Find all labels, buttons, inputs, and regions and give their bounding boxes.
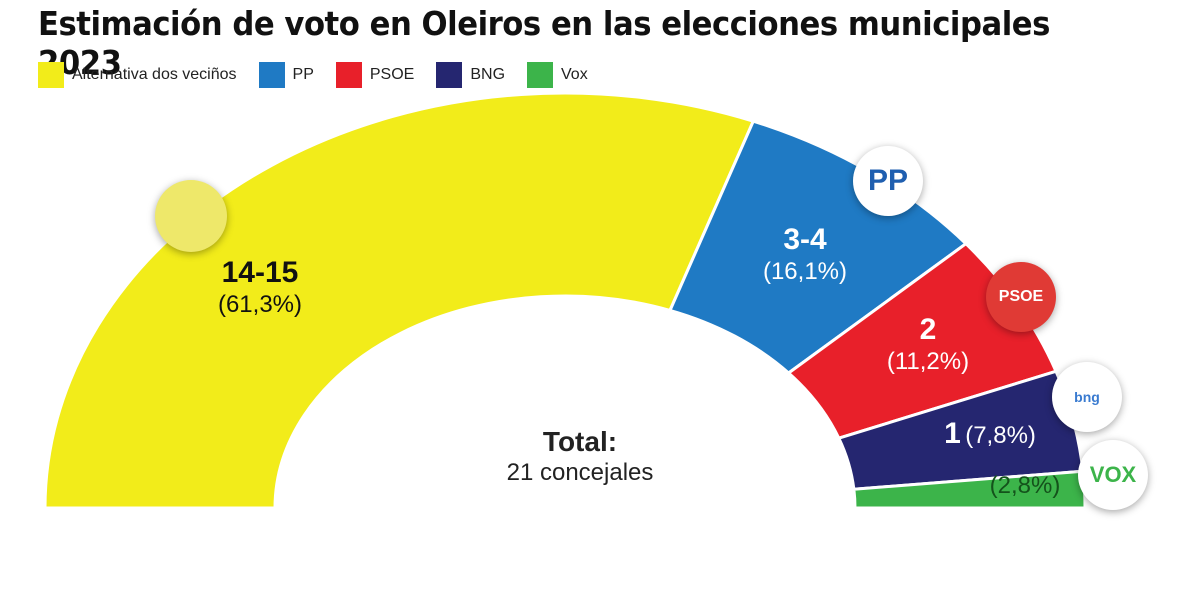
legend-label: PP (292, 66, 314, 83)
legend-swatch (436, 62, 463, 88)
legend-swatch (527, 62, 554, 88)
vox-logo-icon: VOX (1078, 440, 1148, 510)
pct-label: (2,8%) (989, 472, 1061, 499)
pct-label: (11,2%) (886, 348, 970, 375)
seats-label: 3-4 (783, 223, 827, 256)
total-title: Total: (542, 426, 618, 457)
legend-swatch (258, 62, 285, 88)
label-vox: (2,8%) (975, 472, 1075, 501)
pp-logo-icon: PP (853, 146, 923, 216)
legend-swatch (335, 62, 362, 88)
legend-label: Alternativa dos veciños (72, 66, 237, 83)
legend-item: PSOE (335, 62, 415, 88)
label-avo: 14-15 (61,3%) (190, 255, 330, 320)
total-value: 21 concejales (506, 458, 654, 486)
label-psoe: 2 (11,2%) (858, 312, 998, 377)
legend: Alternativa dos veciños PP PSOE BNG Vox (38, 62, 610, 88)
seats-label: 2 (919, 313, 937, 346)
legend-label: PSOE (369, 66, 415, 83)
seats-label: 1 (944, 417, 961, 450)
total-label: Total: 21 concejales (460, 425, 700, 487)
chart-title: Estimación de voto en Oleiros en las ele… (38, 4, 1050, 82)
bng-logo-icon: bng (1052, 362, 1122, 432)
label-pp: 3-4 (16,1%) (735, 222, 875, 287)
avo-logo-icon (155, 180, 227, 252)
pct-label: (16,1%) (762, 258, 848, 285)
legend-label: Vox (561, 66, 588, 83)
legend-item: BNG (436, 62, 505, 88)
legend-item: Vox (527, 62, 588, 88)
legend-item: PP (258, 62, 314, 88)
seats-label: 14-15 (221, 256, 299, 289)
psoe-logo-icon: PSOE (986, 262, 1056, 332)
legend-item: Alternativa dos veciños (38, 62, 237, 88)
segment-alternativa-dos-veci-os (43, 91, 756, 510)
legend-swatch (38, 62, 64, 88)
pct-label: (7,8%) (965, 422, 1036, 449)
pct-label: (61,3%) (217, 291, 303, 318)
label-bng: 1 (7,8%) (900, 416, 1080, 452)
legend-label: BNG (470, 66, 506, 83)
